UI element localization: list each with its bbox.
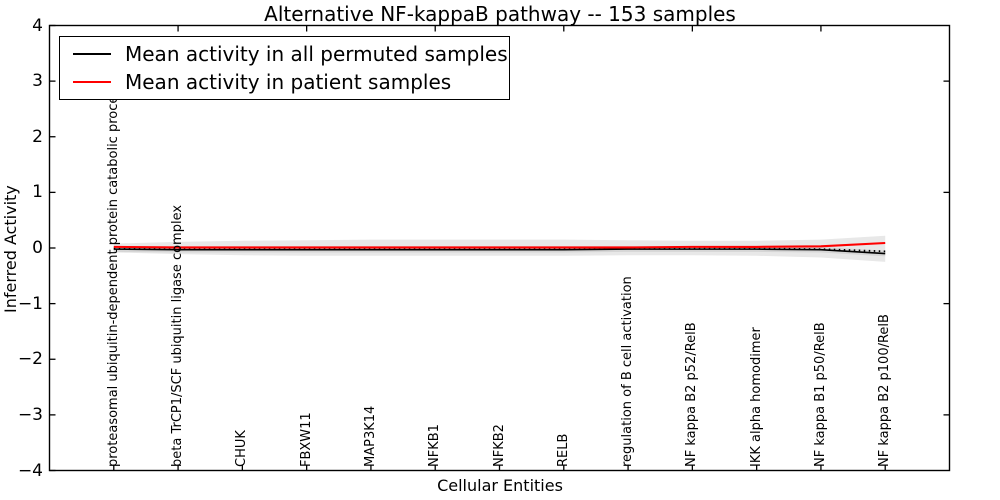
legend-line-patient	[73, 81, 111, 83]
x-category-label: NF kappa B2 p100/RelB	[877, 314, 893, 467]
x-category-label: NF kappa B1 p50/RelB	[812, 322, 828, 467]
x-category-label: IKK alpha homodimer	[748, 327, 764, 467]
y-tick-label: 0	[32, 238, 43, 258]
series-line-solid	[113, 241, 886, 249]
x-category-label: beta TrCP1/SCF ubiquitin ligase complex	[170, 204, 186, 467]
y-tick-label: 3	[32, 71, 43, 92]
x-category-label: NFKB2	[491, 424, 507, 467]
x-category-label: regulation of B cell activation	[620, 276, 636, 467]
y-tick-label: −1	[17, 293, 43, 314]
chart-title: Alternative NF-kappaB pathway -- 153 sam…	[264, 2, 736, 26]
x-axis-label: Cellular Entities	[437, 476, 563, 495]
legend-label-permuted: Mean activity in all permuted samples	[125, 42, 508, 66]
y-tick-label: 1	[32, 182, 43, 203]
legend-entry-permuted: Mean activity in all permuted samples	[60, 40, 509, 68]
y-tick-label: −4	[17, 460, 43, 481]
series-line-dotted	[113, 247, 886, 253]
legend-entry-patient: Mean activity in patient samples	[60, 68, 509, 96]
legend-line-permuted	[73, 53, 111, 55]
y-tick-label: 4	[32, 15, 43, 36]
x-category-label: NF kappa B2 p52/RelB	[684, 322, 700, 467]
legend: Mean activity in all permuted samples Me…	[59, 36, 510, 100]
legend-label-patient: Mean activity in patient samples	[125, 70, 452, 94]
x-category-label: RELB	[555, 433, 571, 467]
x-category-label: MAP3K14	[362, 405, 378, 467]
x-category-label: NFKB1	[427, 424, 443, 467]
x-category-label: FBXW11	[298, 412, 314, 467]
x-category-label: CHUK	[234, 430, 250, 467]
y-tick-label: −3	[17, 404, 43, 425]
x-category-label: proteasomal ubiquitin-dependent protein …	[105, 82, 121, 467]
y-tick-label: −2	[17, 349, 43, 370]
y-tick-label: 2	[32, 126, 43, 147]
